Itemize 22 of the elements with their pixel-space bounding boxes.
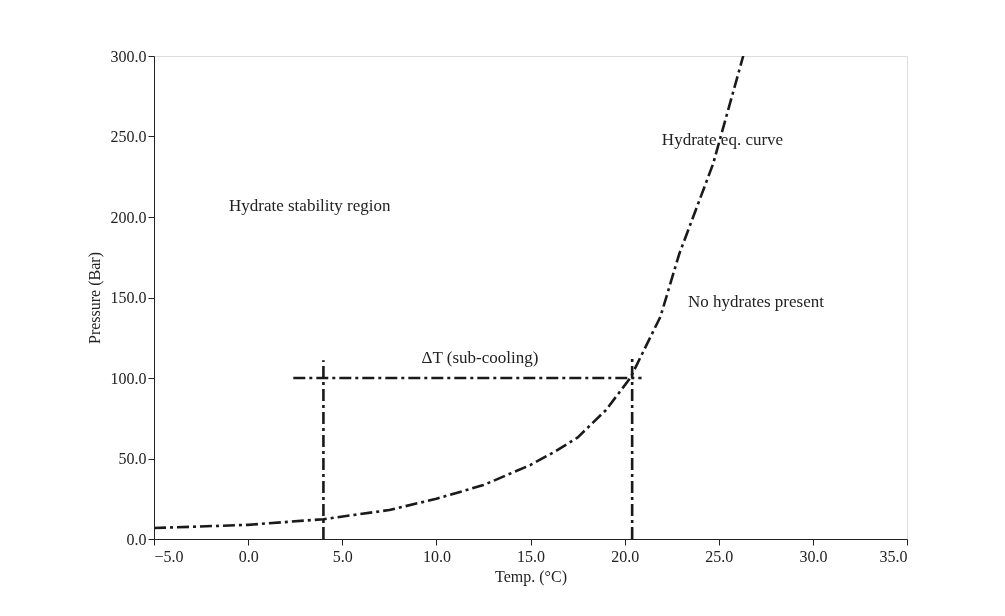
y-tick-label: 150.0 bbox=[110, 289, 147, 306]
annotation: Hydrate eq. curve bbox=[661, 129, 784, 149]
annotation: Hydrate stability region bbox=[229, 196, 391, 215]
x-tick-label: 20.0 bbox=[611, 547, 640, 565]
x-tick-label: 30.0 bbox=[799, 547, 828, 565]
y-tick-label: 200.0 bbox=[110, 208, 147, 226]
x-tick-label: 25.0 bbox=[705, 547, 734, 565]
x-tick-label: 0.0 bbox=[238, 547, 259, 565]
y-tick-label: 0.0 bbox=[126, 530, 147, 548]
x-tick-label: 35.0 bbox=[879, 547, 908, 565]
x-tick-label: 5.0 bbox=[332, 547, 353, 565]
y-axis-title: Pressure (Bar) bbox=[85, 252, 104, 344]
x-tick-label: 15.0 bbox=[517, 547, 545, 565]
annotation: No hydrates present bbox=[688, 292, 825, 311]
x-tick-label: 10.0 bbox=[422, 547, 451, 565]
y-tick-label: 300.0 bbox=[110, 47, 147, 65]
y-tick-label: 100.0 bbox=[110, 369, 147, 387]
annotation: ΔT (sub-cooling) bbox=[421, 348, 539, 367]
x-tick-label: −5.0 bbox=[154, 547, 184, 565]
y-tick-label: 50.0 bbox=[118, 450, 147, 467]
y-tick-label: 250.0 bbox=[110, 128, 147, 145]
x-axis-title: Temp. (°C) bbox=[495, 567, 567, 586]
